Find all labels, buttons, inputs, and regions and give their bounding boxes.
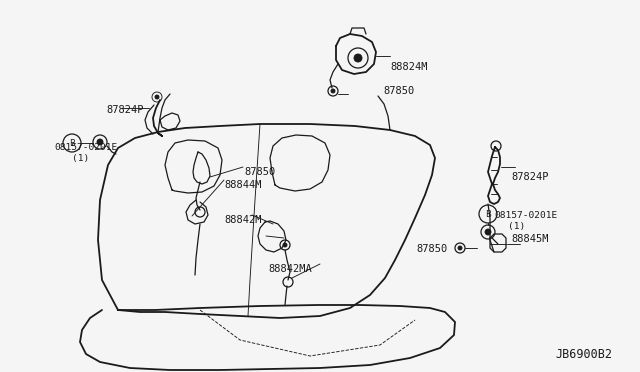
Text: 88842MA: 88842MA [268,264,312,274]
Circle shape [331,89,335,93]
Circle shape [485,229,491,235]
Text: (1): (1) [508,222,525,231]
Circle shape [354,54,362,62]
Circle shape [97,139,103,145]
Text: 87850: 87850 [416,244,447,254]
Text: 88824M: 88824M [390,62,428,72]
Text: B: B [69,138,75,148]
Text: 08157-0201E: 08157-0201E [54,143,117,152]
Text: 87850: 87850 [383,86,414,96]
Circle shape [458,246,462,250]
Text: 88845M: 88845M [511,234,548,244]
Text: 87824P: 87824P [511,172,548,182]
Circle shape [283,243,287,247]
Text: B: B [485,209,491,218]
Text: (1): (1) [72,154,89,163]
Text: JB6900B2: JB6900B2 [555,348,612,361]
Circle shape [155,95,159,99]
Text: 88844M: 88844M [224,180,262,190]
Text: 87824P: 87824P [106,105,143,115]
Text: 87850: 87850 [244,167,275,177]
Text: 08157-0201E: 08157-0201E [494,211,557,220]
Text: 88842M: 88842M [224,215,262,225]
